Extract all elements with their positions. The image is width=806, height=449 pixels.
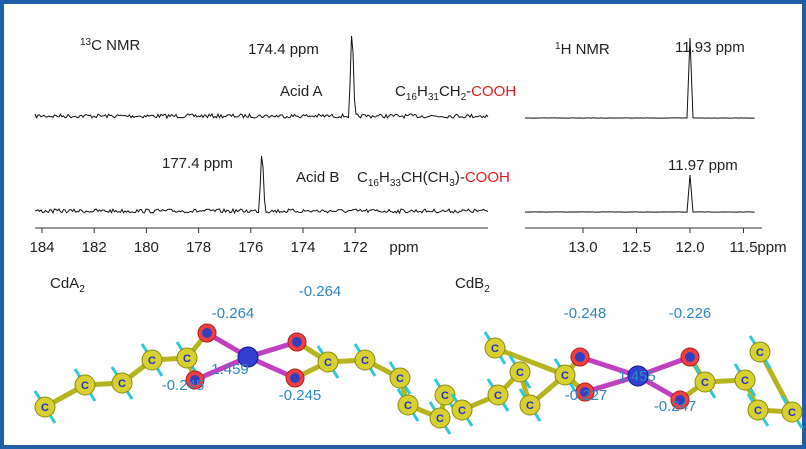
charge-label: -0.264 (212, 305, 255, 322)
formula: C16H31CH2-COOH (395, 83, 516, 103)
complex-name: CdA2 (50, 275, 85, 295)
atom-label: C (701, 377, 709, 389)
oxygen-core (202, 328, 212, 338)
acid-name: Acid B (296, 169, 339, 186)
axis-unit: ppm (389, 239, 418, 256)
c13-label: 13C NMR (80, 37, 140, 54)
charge-label: -0.248 (564, 305, 607, 322)
atom-label: C (183, 353, 191, 365)
charge-label: -0.245 (162, 377, 205, 394)
atom-label: C (436, 413, 444, 425)
atom-label: C (754, 405, 762, 417)
charge-label: -0.226 (669, 305, 712, 322)
atom-label: C (526, 400, 534, 412)
peak-label: 11.97 ppm (668, 157, 738, 174)
h1-label: 1H NMR (555, 41, 610, 58)
tick-label: 184 (29, 239, 54, 256)
atom-label: C (324, 357, 332, 369)
tick-label: 176 (238, 239, 263, 256)
tick-label: 182 (82, 239, 107, 256)
atom-label: C (81, 380, 89, 392)
tick-label: 13.0 (568, 239, 597, 256)
atom-label: C (494, 390, 502, 402)
charge-label: 1.459 (211, 361, 249, 378)
atom-label: C (118, 378, 126, 390)
oxygen-core (290, 373, 300, 383)
tick-label: 11.5 (729, 239, 757, 256)
atom-label: C (561, 370, 569, 382)
atom-label: C (404, 400, 412, 412)
spectrum-trace (525, 175, 755, 212)
peak-label: 174.4 ppm (248, 41, 319, 58)
atom-label: C (361, 355, 369, 367)
atom-label: C (756, 347, 764, 359)
tick-label: 174 (290, 239, 315, 256)
atom-label: C (441, 390, 449, 402)
peak-label: 11.93 ppm (675, 39, 745, 56)
atom-label: C (516, 367, 524, 379)
oxygen-core (575, 352, 585, 362)
tick-label: 12.5 (622, 239, 651, 256)
acid-name: Acid A (280, 83, 323, 100)
peak-label: 177.4 ppm (162, 155, 233, 172)
atom-label: C (458, 405, 466, 417)
tick-label: 178 (186, 239, 211, 256)
tick-label: 172 (343, 239, 368, 256)
tick-label: 180 (134, 239, 159, 256)
tick-label: 12.0 (675, 239, 704, 256)
oxygen-core (685, 352, 695, 362)
charge-label: -0.264 (299, 283, 342, 300)
atom-label: C (788, 407, 796, 419)
atom-label: C (396, 373, 404, 385)
oxygen-core (292, 337, 302, 347)
formula: C16H33CH(CH3)-COOH (357, 169, 510, 189)
spectra: 184 182 180 178 176 174 172 13.0 12.5 12.0 11.5 (29, 36, 762, 256)
axis-unit: ppm (757, 239, 786, 256)
charge-label: -0.245 (279, 387, 322, 404)
charge-label: 1.455 (618, 368, 656, 385)
atom-label: C (741, 375, 749, 387)
charge-label: -0.227 (565, 387, 608, 404)
charge-label: -0.247 (654, 398, 697, 415)
atom-label: C (491, 343, 499, 355)
figure: 18418218017817617417213.012.512.011.5 CC… (0, 0, 806, 449)
complex-name: CdB2 (455, 275, 490, 295)
atom-label: C (148, 355, 156, 367)
atom-label: C (41, 402, 49, 414)
